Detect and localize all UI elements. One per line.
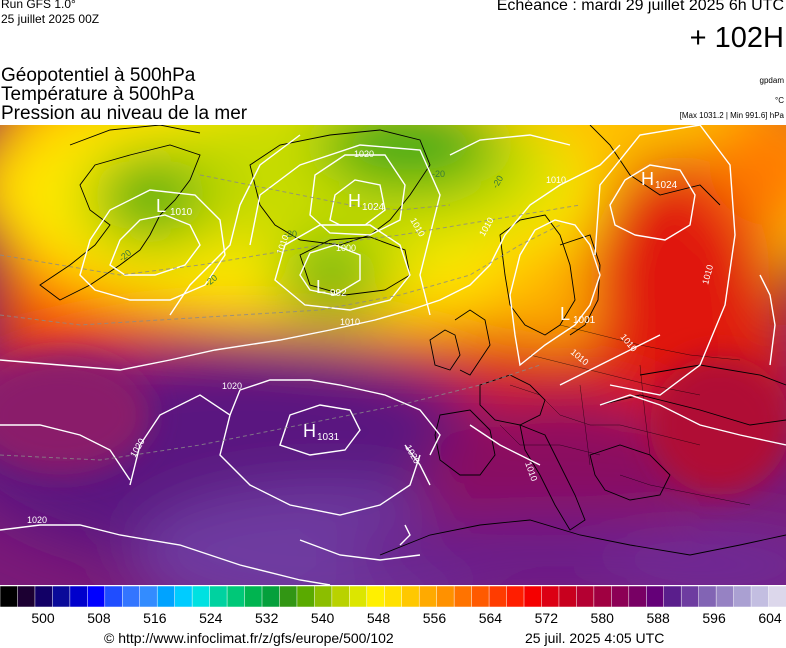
color-scale-swatch xyxy=(418,586,438,607)
color-scale-swatch xyxy=(506,586,525,607)
isobar-label: 1000 xyxy=(336,243,356,253)
color-scale-tick: 532 xyxy=(255,610,279,626)
center-value: 1001 xyxy=(573,315,596,326)
isobar-label: 1020 xyxy=(27,515,47,525)
model-run-label: Run GFS 1.0° xyxy=(1,0,76,11)
color-scale-swatch xyxy=(436,586,455,607)
pressure-range: [Max 1031.2 | Min 991.6] hPa xyxy=(679,111,784,120)
color-scale-swatch xyxy=(384,586,403,607)
color-scale-swatch xyxy=(52,586,71,607)
color-scale-swatch xyxy=(17,586,36,607)
color-scale-tick: 564 xyxy=(478,610,503,626)
color-scale-swatch xyxy=(715,586,735,607)
temp-label: -20 xyxy=(284,229,297,239)
color-scale-swatch xyxy=(558,586,578,607)
color-scale-tick: 508 xyxy=(87,610,111,626)
color-scale-swatch xyxy=(366,586,385,607)
color-scale-swatch xyxy=(488,586,508,607)
color-scale-swatch xyxy=(0,586,19,607)
color-scale-swatch xyxy=(733,586,752,607)
unit-geopotential: gpdam xyxy=(759,76,784,85)
center-type: L xyxy=(156,196,166,216)
color-scale-swatch xyxy=(69,586,88,607)
color-scale-swatch xyxy=(541,586,560,607)
isobar-label: 1010 xyxy=(340,317,360,327)
color-scale-swatch xyxy=(349,586,368,607)
center-value: 1010 xyxy=(170,207,193,218)
layer-title-temperature: Température à 500hPa xyxy=(1,84,195,105)
color-scale-swatch xyxy=(226,586,246,607)
color-scale-swatch xyxy=(209,586,228,607)
color-scale-swatch xyxy=(750,586,770,607)
color-scale-swatch xyxy=(611,586,630,607)
color-scale xyxy=(0,586,786,607)
color-scale-swatch xyxy=(279,586,298,607)
color-scale-tick: 524 xyxy=(199,610,223,626)
color-scale-swatch xyxy=(593,586,612,607)
color-scale-swatch xyxy=(698,586,717,607)
unit-temperature: °C xyxy=(775,96,784,105)
run-date-label: 25 juillet 2025 00Z xyxy=(1,12,100,26)
color-scale-tick: 596 xyxy=(702,610,726,626)
color-scale-swatch xyxy=(680,586,700,607)
isobar-label: 1020 xyxy=(354,149,374,159)
color-scale-swatch xyxy=(34,586,54,607)
color-scale-swatch xyxy=(156,586,176,607)
color-scale-swatch xyxy=(261,586,281,607)
color-scale-tick: 580 xyxy=(590,610,614,626)
coastlines xyxy=(39,125,786,556)
color-scale-swatch xyxy=(174,586,193,607)
center-type: L xyxy=(560,304,570,324)
color-scale-tick: 500 xyxy=(31,610,55,626)
color-scale-swatch xyxy=(768,586,786,607)
color-scale-swatch xyxy=(244,586,263,607)
color-scale-swatch xyxy=(191,586,211,607)
color-scale-swatch xyxy=(296,586,316,607)
center-type: H xyxy=(303,421,316,441)
isobar-label: 1020 xyxy=(222,381,242,391)
echeance-label: Echéance : mardi 29 juillet 2025 6h UTC xyxy=(496,0,784,14)
color-scale-swatch xyxy=(401,586,420,607)
color-scale-swatch xyxy=(139,586,158,607)
pressure-centers: L 1010 H 1024 L 992 H 1024 L 1001 H 1031 xyxy=(156,169,678,443)
color-scale-swatch xyxy=(646,586,665,607)
forecast-hour: + 102H xyxy=(689,22,784,54)
color-scale-swatch xyxy=(314,586,333,607)
layer-title-geopotential: Géopotentiel à 500hPa xyxy=(1,65,196,86)
color-scale-tick: 604 xyxy=(758,610,782,626)
center-type: H xyxy=(348,191,361,211)
center-type: L xyxy=(316,277,326,297)
layer-title-pressure: Pression au niveau de la mer xyxy=(1,103,248,124)
weather-map: L 1010 H 1024 L 992 H 1024 L 1001 H 1031… xyxy=(0,125,786,585)
color-scale-swatch xyxy=(453,586,473,607)
generation-time: 25 juil. 2025 4:05 UTC xyxy=(525,630,665,646)
color-scale-swatch xyxy=(628,586,647,607)
center-value: 1024 xyxy=(362,202,385,213)
color-scale-tick: 516 xyxy=(143,610,167,626)
source-url: © http://www.infoclimat.fr/z/gfs/europe/… xyxy=(104,630,394,646)
geopotential-lines xyxy=(0,174,581,461)
color-scale-tick: 540 xyxy=(310,610,335,626)
color-scale-swatch xyxy=(523,586,543,607)
color-scale-swatch xyxy=(104,586,123,607)
color-scale-swatch xyxy=(471,586,490,607)
isobar-label: 1010 xyxy=(546,175,566,185)
color-scale-swatch xyxy=(576,586,595,607)
isobar-labels: 1020 1010 1000 1010 1010 1010 1010 1010 … xyxy=(27,149,715,525)
center-value: 1031 xyxy=(317,432,340,443)
color-scale-tick: 572 xyxy=(534,610,558,626)
color-scale-tick: 548 xyxy=(366,610,391,626)
color-scale-swatch xyxy=(87,586,106,607)
isobars xyxy=(0,125,786,585)
center-value: 992 xyxy=(330,288,347,299)
color-scale-tick: 556 xyxy=(422,610,447,626)
temp-label: -20 xyxy=(432,169,445,179)
center-type: H xyxy=(641,169,654,189)
color-scale-swatch xyxy=(122,586,141,607)
center-value: 1024 xyxy=(655,180,678,191)
color-scale-swatch xyxy=(331,586,350,607)
color-scale-swatch xyxy=(663,586,682,607)
color-scale-tick: 588 xyxy=(646,610,670,626)
